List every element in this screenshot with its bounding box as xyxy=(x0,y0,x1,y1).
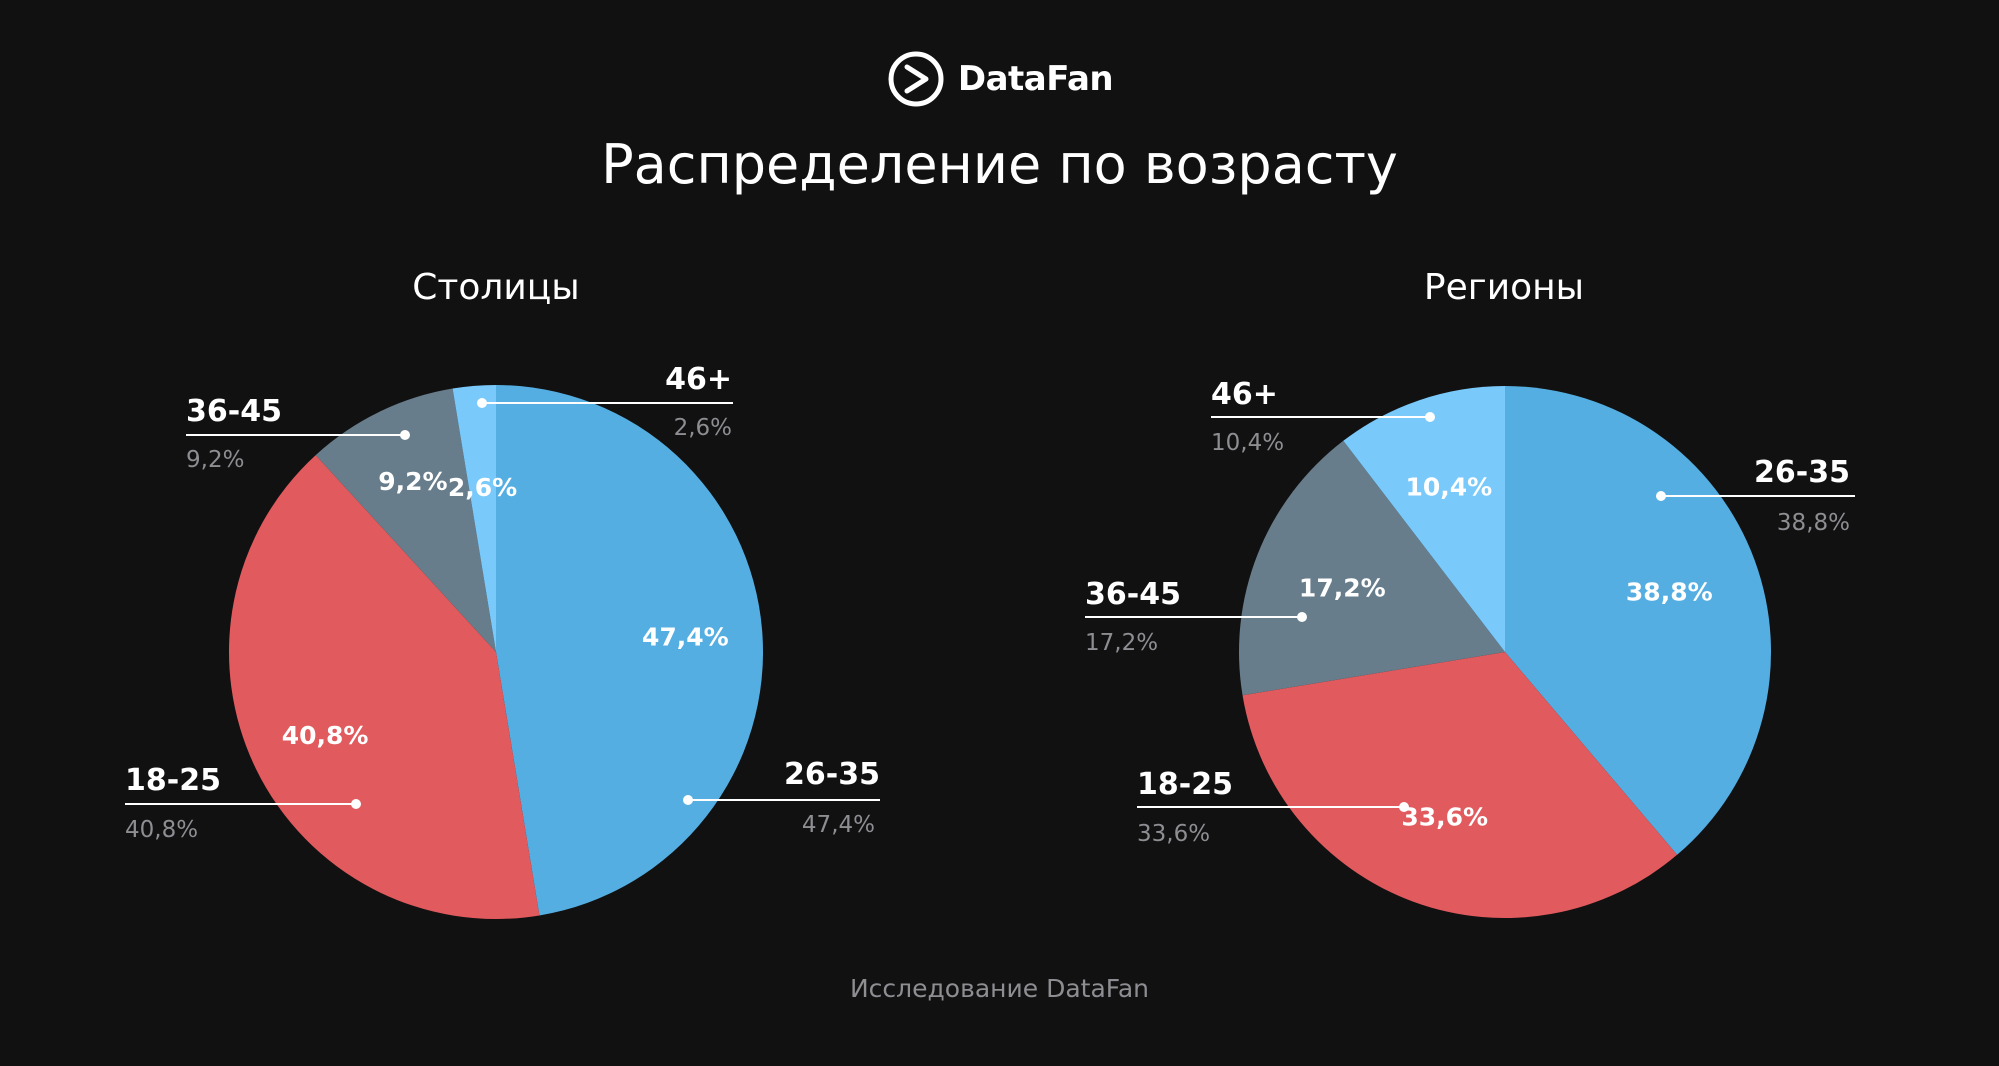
slice-label: 38,8% xyxy=(1626,578,1713,607)
footer-note: Исследование DataFan xyxy=(849,974,1150,1003)
callout-dot xyxy=(1297,612,1307,622)
slice-label: 10,4% xyxy=(1405,472,1492,501)
callout-dot xyxy=(400,430,410,440)
pie-slice-46+ xyxy=(452,385,496,652)
callout-value: 17,2% xyxy=(1085,630,1158,656)
callout-category: 36-45 xyxy=(1085,577,1181,612)
callout-category: 46+ xyxy=(1211,377,1278,412)
slice-label: 17,2% xyxy=(1299,574,1386,603)
pie-slice-26-35 xyxy=(496,385,763,916)
callout-value: 9,2% xyxy=(186,447,244,473)
brand-name: DataFan xyxy=(957,59,1114,99)
callout-dot xyxy=(351,799,361,809)
callout-value: 33,6% xyxy=(1137,821,1210,847)
slice-label: 2,6% xyxy=(448,473,517,502)
brand: DataFan xyxy=(0,46,1999,112)
slice-label: 9,2% xyxy=(378,467,447,496)
pie-chart-1: 38,8% 33,6% 17,2% 10,4% 26-35 38,8% 18-25 33,6%… xyxy=(1085,377,1855,919)
pie-chart-0: 47,4%40,8%9,2% 2,6%26-3547,4%18-2540,8%36… xyxy=(125,362,880,919)
slice-label: 40,8% xyxy=(282,721,369,750)
chart-title-capitals: Столицы xyxy=(412,267,580,308)
callout-value: 38,8% xyxy=(1777,510,1850,536)
play-circle-icon xyxy=(886,49,946,109)
callout-value: 40,8% xyxy=(125,817,198,843)
callout-value: 2,6% xyxy=(674,415,732,441)
callout-category: 18-25 xyxy=(1137,767,1233,802)
pie-slice-46+ xyxy=(1343,386,1505,652)
chart-title-regions: Регионы xyxy=(1423,267,1585,308)
slice-label: 33,6% xyxy=(1401,802,1488,831)
pie-slice-36-45 xyxy=(315,388,496,652)
callout-category: 18-25 xyxy=(125,763,221,798)
callout-dot xyxy=(1656,491,1666,501)
slice-label: 47,4% xyxy=(642,622,729,651)
callout-category: 46+ xyxy=(665,362,732,397)
page-title: Распределение по возрасту xyxy=(601,133,1398,196)
pie-slice-26-35 xyxy=(1505,386,1772,855)
pie-slice-18-25 xyxy=(1242,652,1678,919)
callout-value: 10,4% xyxy=(1211,430,1284,456)
callout-value: 47,4% xyxy=(802,812,875,838)
callout-dot xyxy=(683,795,693,805)
callout-dot xyxy=(1399,802,1409,812)
callout-category: 36-45 xyxy=(186,394,282,429)
callout-dot xyxy=(1425,412,1435,422)
callout-dot xyxy=(477,398,487,408)
callout-category: 26-35 xyxy=(784,757,880,792)
pie-slice-36-45 xyxy=(1238,440,1505,696)
callout-category: 26-35 xyxy=(1754,455,1850,490)
